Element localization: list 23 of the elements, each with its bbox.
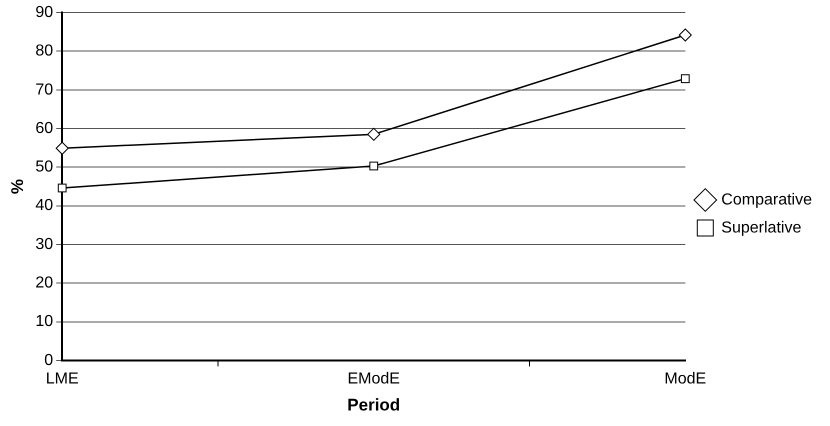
y-tick-label: 0 xyxy=(44,352,54,369)
x-axis-title: Period xyxy=(347,395,400,414)
y-tick-label: 40 xyxy=(35,197,54,214)
x-tick-label: EModE xyxy=(348,370,400,388)
point xyxy=(369,162,378,170)
y-tick-label: 50 xyxy=(35,158,54,176)
y-tick-label: 80 xyxy=(35,42,54,60)
point xyxy=(367,128,380,141)
legend-label: Superlative xyxy=(721,219,802,236)
y-tick-label: 10 xyxy=(35,313,54,330)
point xyxy=(56,142,69,155)
y-tick-label: 60 xyxy=(35,120,54,137)
legend-label: Comparative xyxy=(721,191,812,208)
y-tick-label: 90 xyxy=(35,4,54,22)
y-tick-label: 70 xyxy=(35,81,54,98)
x-tick-label: LME xyxy=(46,370,79,388)
y-axis-title: % xyxy=(8,178,27,194)
point xyxy=(678,28,692,42)
x-tick-label: ModE xyxy=(664,370,706,388)
point xyxy=(58,184,67,192)
point xyxy=(680,74,690,84)
y-tick-label: 30 xyxy=(35,236,54,253)
y-tick-label: 20 xyxy=(35,274,54,292)
